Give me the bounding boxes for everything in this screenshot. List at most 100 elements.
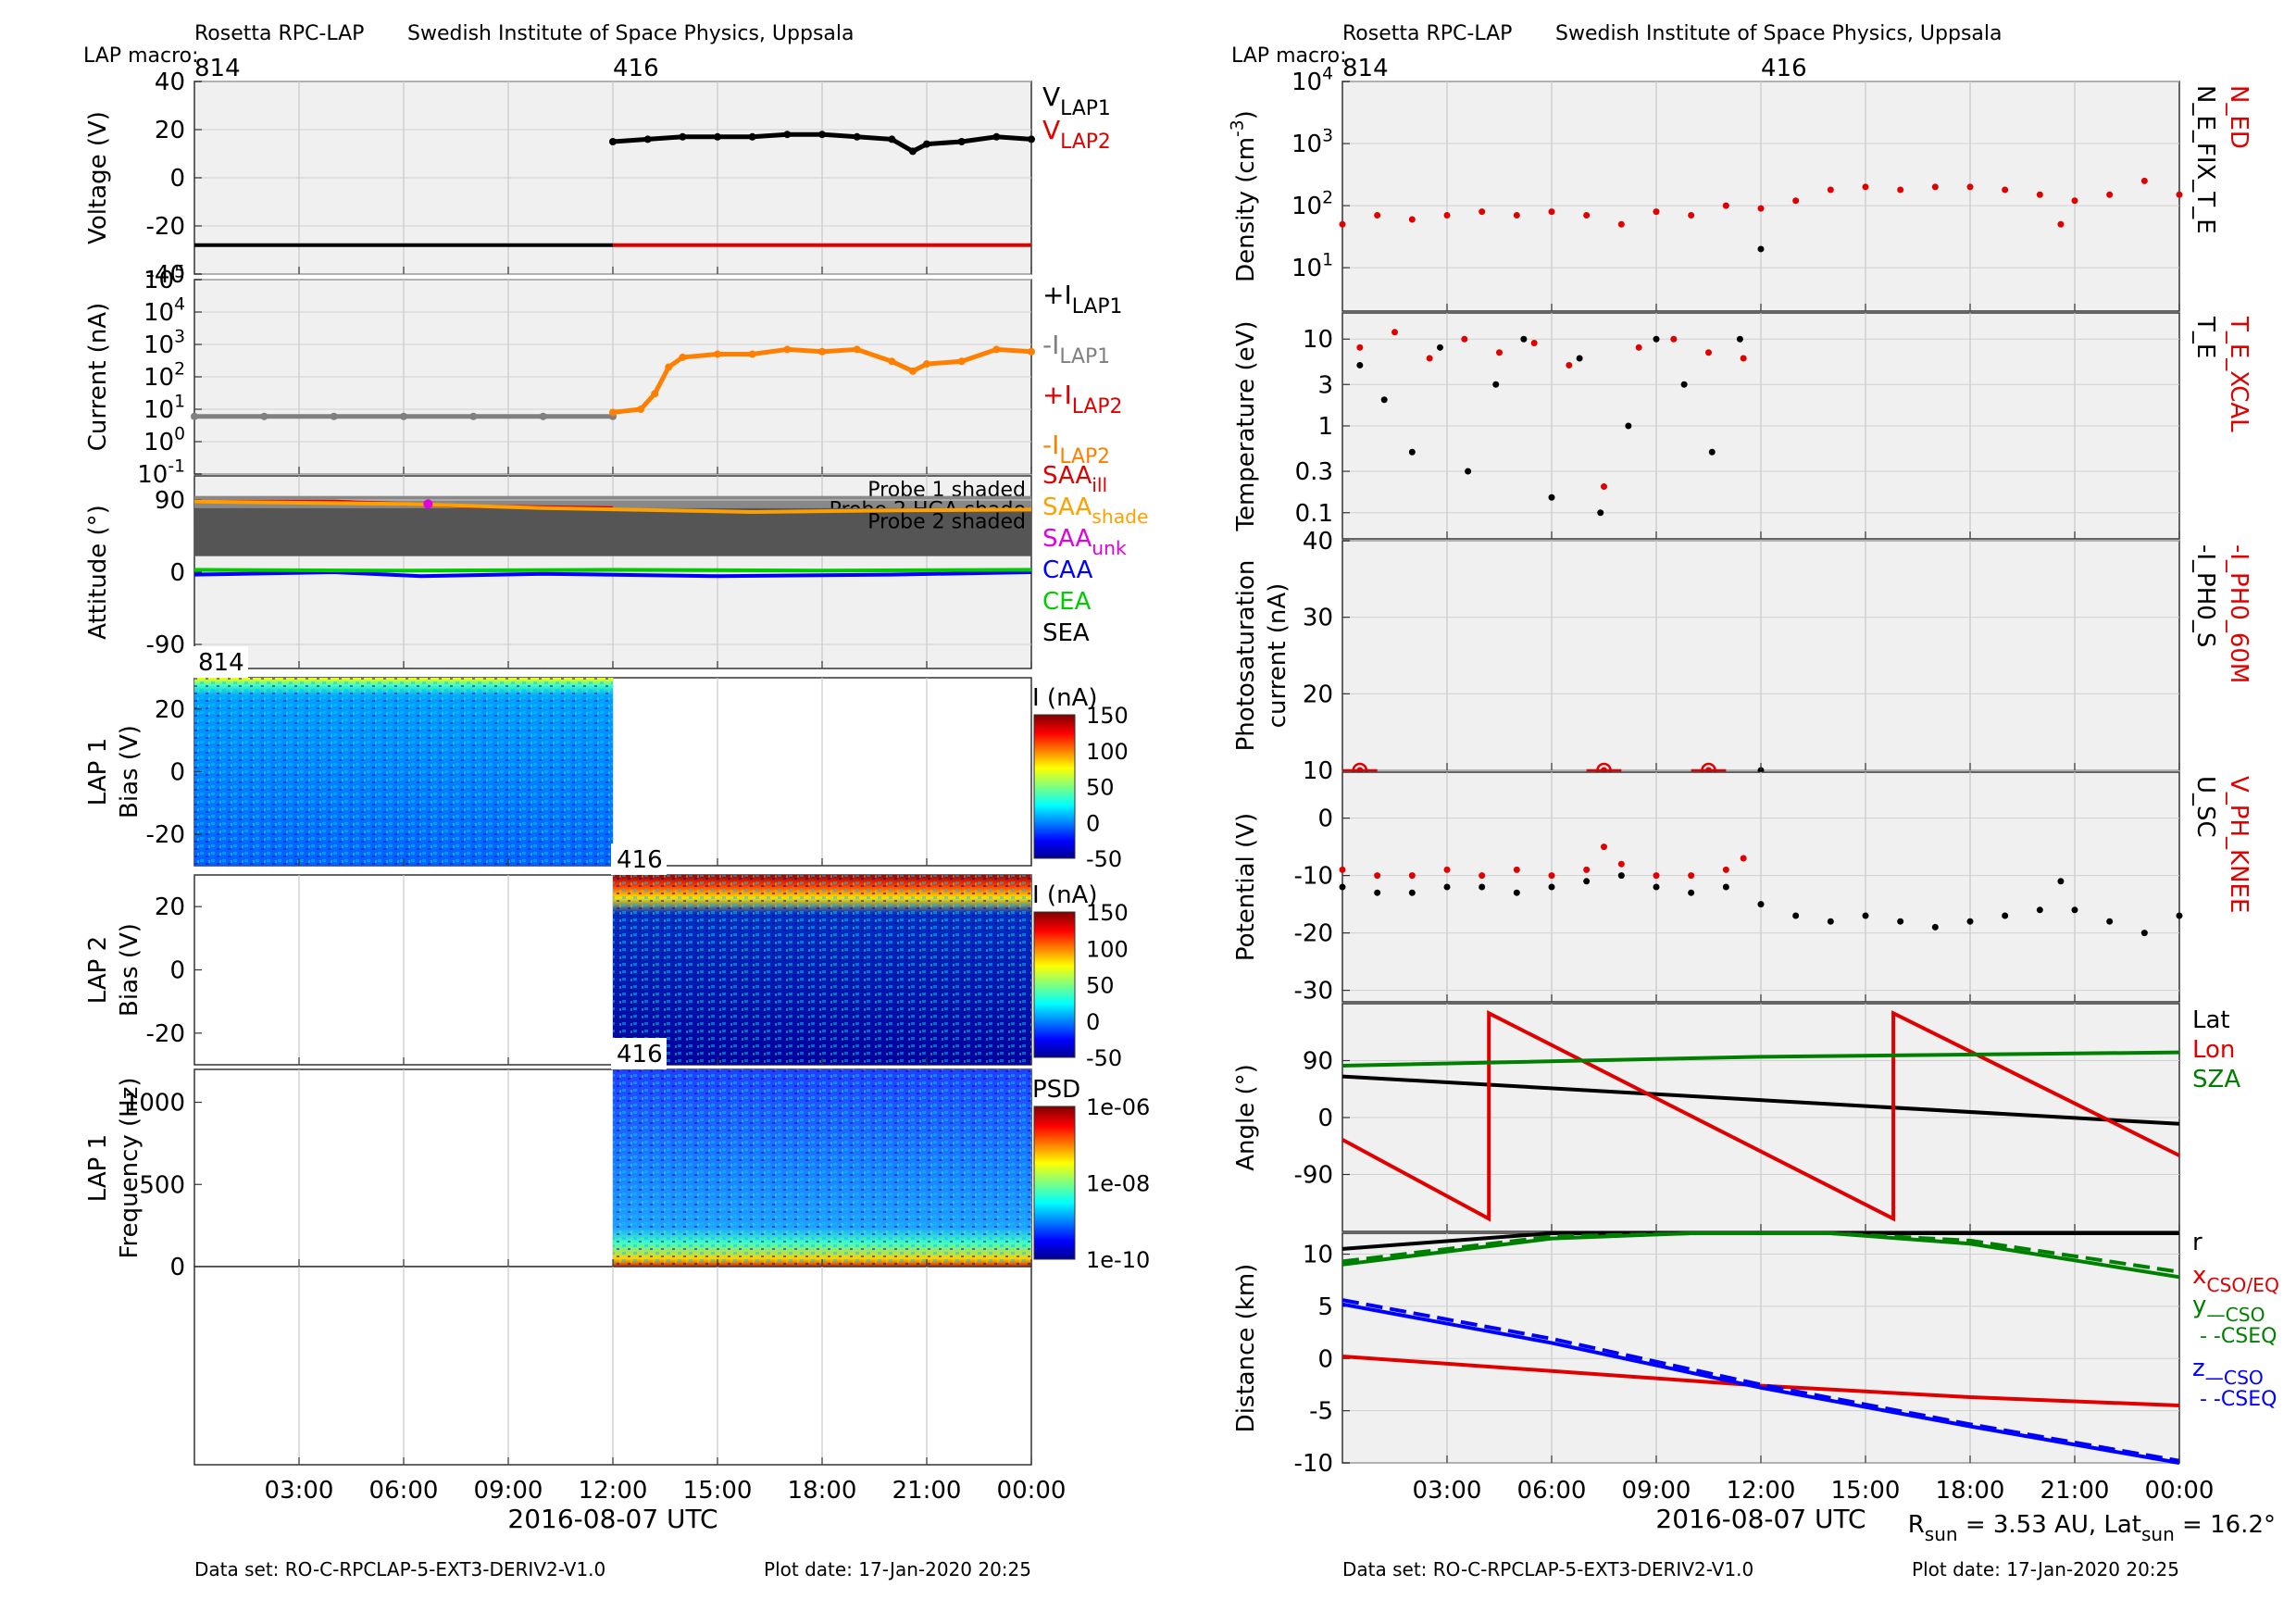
left-header: Rosetta RPC-LAP Swedish Institute of Spac… (83, 22, 1066, 1580)
data-point (1028, 135, 1035, 144)
series-label: U_SC (2191, 776, 2219, 838)
y-tick-label: 40 (1303, 528, 1333, 556)
legend-entry: +ILAP1 (1042, 280, 1122, 319)
data-point (2057, 220, 2065, 228)
legend-entry: y—CSO (2192, 1292, 2265, 1326)
tag-label: 416 (617, 1041, 663, 1068)
data-point (1356, 344, 1364, 351)
data-point (1617, 860, 1625, 868)
x-tick-label: 21:00 (892, 1477, 962, 1505)
panel-density: 104 103 102 101 Density (cm-3) N_EDN_E_FIX_T_… (1228, 64, 2252, 312)
y-tick-label: -90 (146, 631, 185, 659)
y-axis-label: Distance (km) (1232, 1264, 1260, 1433)
data-point (1520, 335, 1528, 343)
data-point (888, 357, 896, 366)
data-point (1625, 422, 1632, 430)
data-point (2106, 191, 2114, 198)
data-point (1339, 883, 1346, 891)
data-point (1708, 448, 1716, 456)
data-point (1583, 866, 1591, 873)
legend-entry: -ILAP1 (1042, 330, 1110, 369)
data-point (783, 345, 792, 354)
y-tick-label: 20 (1303, 681, 1333, 708)
data-point (260, 412, 268, 420)
y-tick-label: 0 (1317, 1105, 1333, 1132)
y-tick-label: 0 (169, 165, 185, 193)
colorbar-label: I (nA) (1032, 881, 1097, 909)
y-tick-label: 101 (144, 392, 185, 424)
series-label: T_E (2191, 316, 2219, 358)
data-point (1380, 396, 1388, 404)
data-point (714, 350, 721, 358)
data-point (1688, 872, 1695, 880)
y-tick-label: 20 (155, 696, 185, 724)
y-tick-label: 102 (1292, 188, 1333, 220)
data-point (1391, 329, 1398, 336)
rsun-note: Rsun = 3.53 AU, Latsun = 16.2° (1908, 1511, 2276, 1545)
data-point (1653, 335, 1660, 343)
data-point (1374, 872, 1381, 880)
data-point (818, 131, 826, 139)
data-point (748, 132, 756, 141)
y-tick-label: 0 (169, 957, 185, 985)
colorbar-label: I (nA) (1032, 684, 1097, 712)
colorbar-gradient (1033, 714, 1076, 859)
colorbar-gradient (1033, 911, 1076, 1058)
series-label: N_ED (2225, 85, 2252, 149)
legend-entry: VLAP1 (1042, 81, 1111, 120)
colorbar-tick: 50 (1086, 973, 1115, 999)
data-point (539, 412, 547, 420)
header-instrument: Rosetta RPC-LAP (194, 22, 364, 45)
data-point (1966, 918, 1974, 925)
y-axis-label: LAP 2 (84, 936, 112, 1004)
y-axis-label: Attitude (°) (84, 505, 112, 640)
y-tick-label: -20 (1294, 920, 1333, 948)
x-tick-label: 03:00 (265, 1477, 334, 1505)
data-point (643, 135, 652, 144)
panel-photosaturation: 40 30 20 10 Photosaturation current (nA) -I_PH… (1232, 528, 2252, 785)
x-tick-label: 15:00 (1831, 1477, 1901, 1505)
macro-id: 814 (194, 55, 241, 82)
y-tick-label: 0.1 (1295, 500, 1333, 528)
legend-entry: VLAP2 (1042, 115, 1111, 154)
footer-plotdate: Plot date: 17-Jan-2020 20:25 (764, 1558, 1031, 1580)
y-tick-label: -10 (1294, 1450, 1333, 1478)
colorbar-gradient (1033, 1106, 1076, 1260)
macro-id: 814 (1342, 55, 1389, 82)
y-tick-label: -20 (146, 821, 185, 849)
colorbar-tick: 150 (1086, 703, 1129, 729)
x-tick-label: 18:00 (788, 1477, 857, 1505)
x-axis-label: 2016-08-07 UTC (1655, 1504, 1866, 1534)
macro-id: 416 (1761, 55, 1807, 82)
data-point (1443, 211, 1451, 219)
data-point (1479, 883, 1486, 891)
data-point (1617, 872, 1625, 880)
colorbar-tick: 50 (1086, 775, 1115, 801)
legend-entry: SZA (2192, 1066, 2240, 1093)
y-axis-label: Frequency (Hz) (116, 1077, 144, 1258)
x-tick-label: 12:00 (579, 1477, 648, 1505)
data-point (1601, 483, 1607, 491)
data-point (2140, 177, 2148, 184)
data-point (1722, 202, 1729, 209)
x-tick-label: 18:00 (1936, 1477, 2005, 1505)
data-point (957, 357, 966, 366)
y-axis-label: Current (nA) (84, 303, 112, 451)
legend-entry: Lon (2192, 1036, 2235, 1064)
legend-entry: SAAshade (1042, 493, 1148, 528)
y-tick-label: 102 (144, 359, 185, 392)
series-label: V_PH_KNEE (2225, 776, 2252, 913)
data-point (1374, 211, 1381, 219)
y-tick-label: 0.3 (1295, 458, 1333, 486)
data-point (888, 135, 896, 144)
data-point (1530, 340, 1538, 347)
data-point (1931, 183, 1939, 191)
data-point (1653, 208, 1660, 216)
data-point (1862, 912, 1869, 919)
panel-empty (193, 1266, 1032, 1466)
header-institute: Swedish Institute of Space Physics, Upps… (407, 22, 854, 45)
data-point (1408, 216, 1416, 223)
data-point (1443, 866, 1451, 873)
